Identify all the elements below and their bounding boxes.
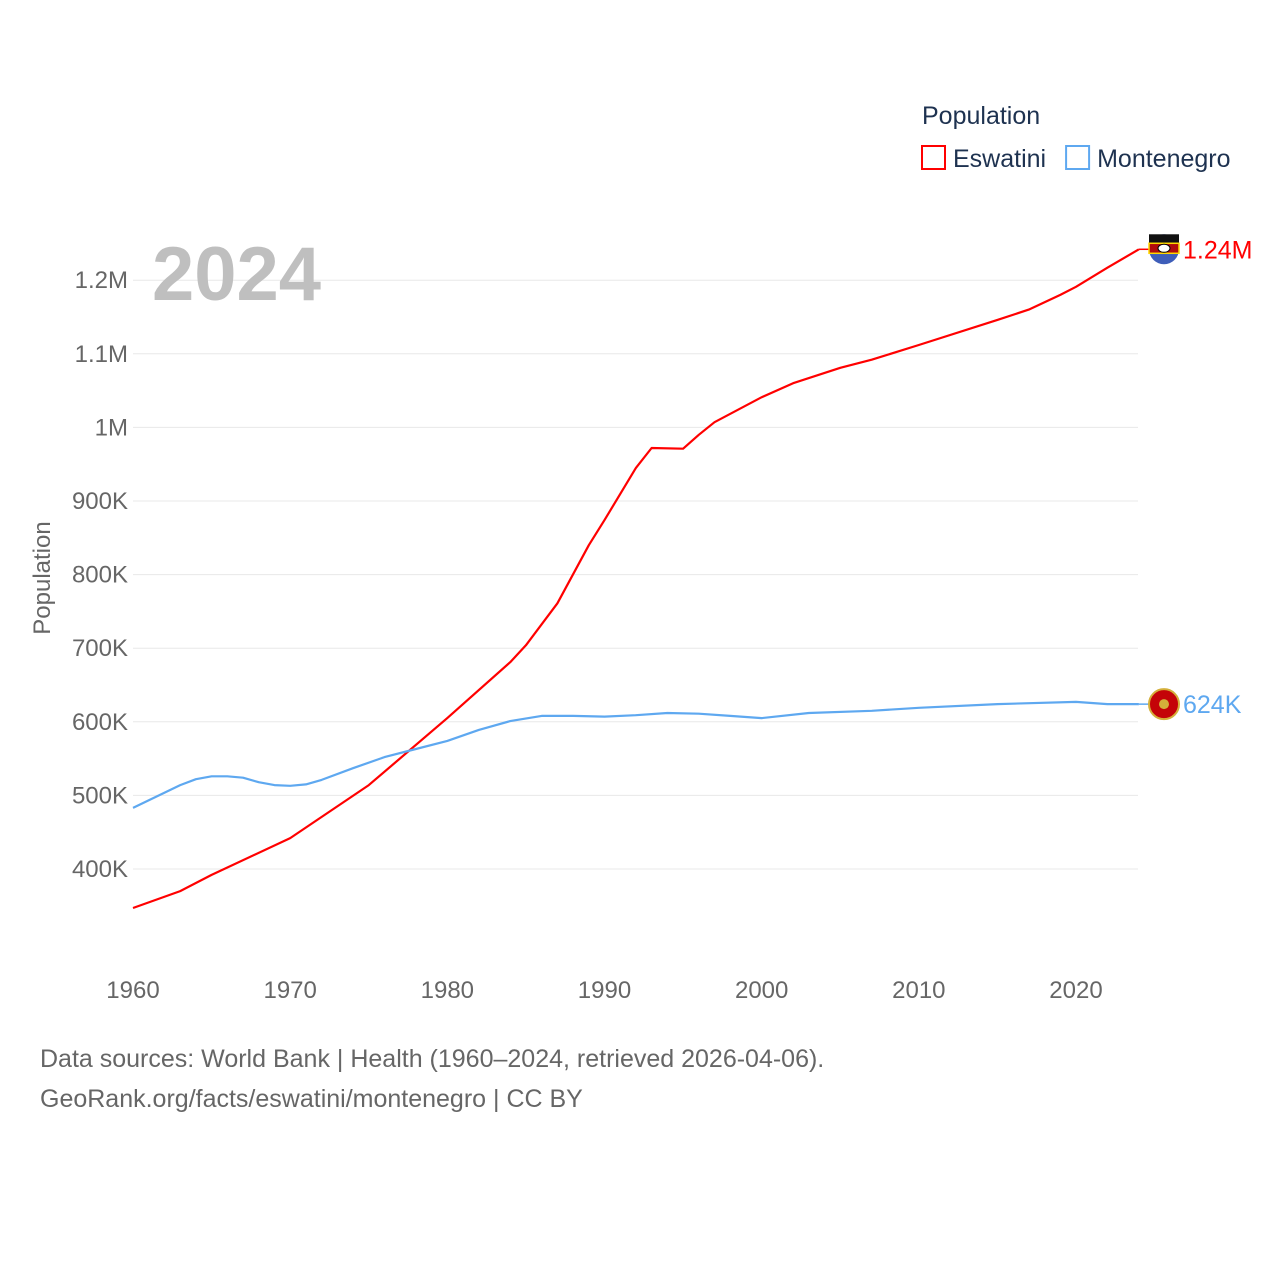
x-tick-label: 2020 [1049, 977, 1102, 1004]
x-tick-label: 1990 [578, 977, 631, 1004]
x-tick-label: 2010 [892, 977, 945, 1004]
footer-sources: Data sources: World Bank | Health (1960–… [40, 1045, 825, 1073]
eswatini-flag-icon [1148, 234, 1180, 265]
x-tick-label: 1960 [106, 977, 159, 1004]
y-tick-label: 600K [72, 709, 128, 736]
y-tick-label: 1.1M [75, 341, 128, 368]
y-tick-label: 1M [95, 414, 128, 441]
x-tick-label: 1970 [263, 977, 316, 1004]
legend-swatch-montenegro [1065, 145, 1091, 170]
flag-shield [1157, 243, 1171, 253]
legend-item-eswatini[interactable]: Eswatini [953, 145, 1046, 173]
x-tick-label: 1980 [421, 977, 474, 1004]
flag-emblem [1159, 699, 1169, 710]
y-tick-label: 1.2M [75, 267, 128, 294]
y-axis-label: Population [29, 521, 56, 634]
flag-top [1149, 234, 1179, 245]
series-line-eswatini [132, 248, 1140, 910]
x-tick-label: 2000 [735, 977, 788, 1004]
montenegro-flag-icon [1148, 688, 1180, 721]
series-line-montenegro [132, 700, 1139, 809]
y-tick-label: 400K [72, 856, 128, 883]
end-value-label: 1.24M [1183, 236, 1252, 264]
end-value-label: 624K [1183, 691, 1242, 719]
year-watermark: 2024 [152, 232, 321, 317]
y-tick-label: 800K [72, 562, 128, 589]
legend-item-montenegro[interactable]: Montenegro [1097, 145, 1230, 173]
legend-swatch-eswatini [921, 145, 946, 170]
y-tick-label: 500K [72, 782, 128, 809]
y-tick-label: 900K [72, 488, 128, 515]
legend-title: Population [922, 102, 1040, 130]
footer-attribution[interactable]: GeoRank.org/facts/eswatini/montenegro | … [40, 1085, 583, 1113]
y-tick-label: 700K [72, 635, 128, 662]
